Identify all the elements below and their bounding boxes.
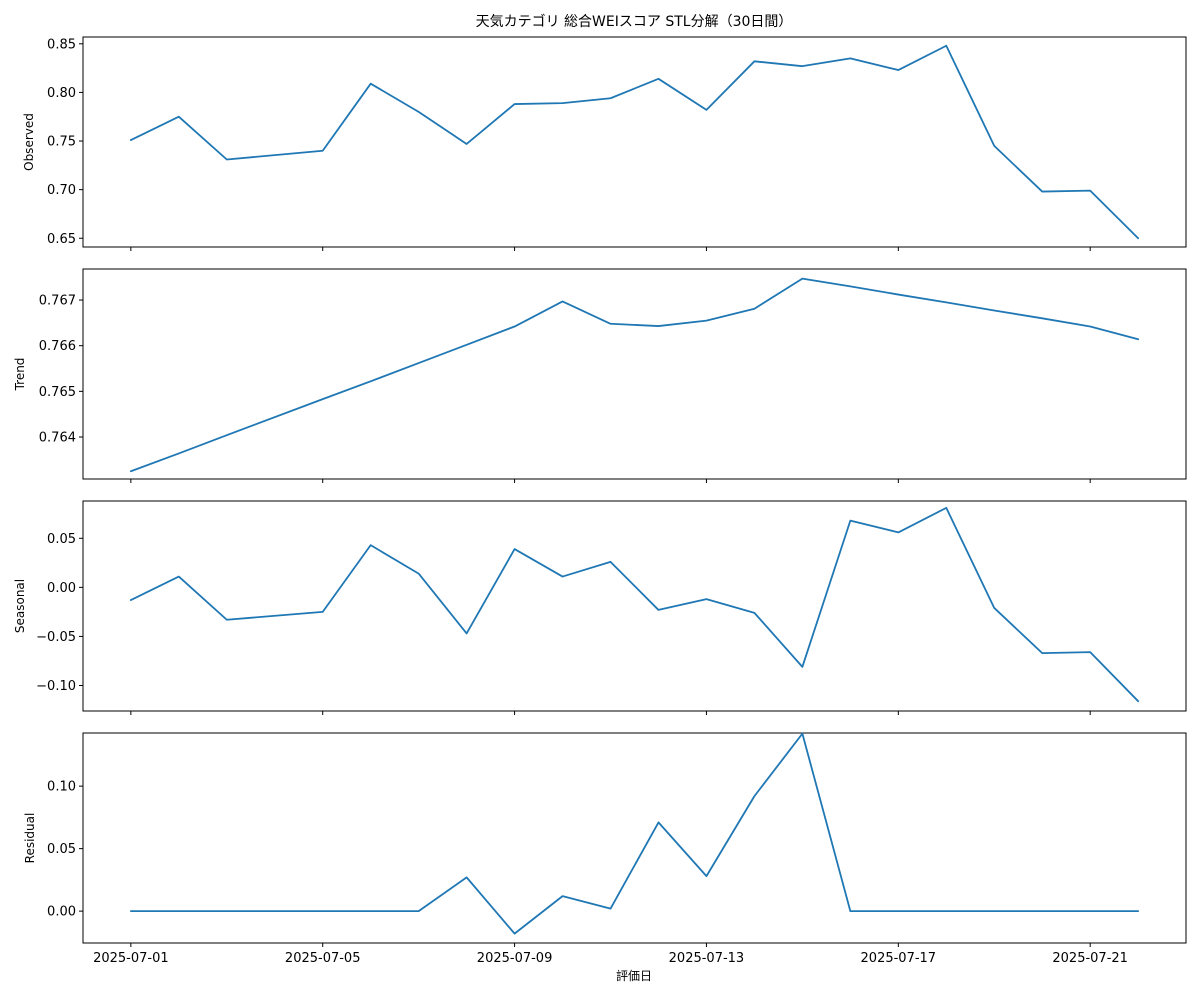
- y-tick-label: 0.65: [47, 232, 76, 247]
- y-tick-label: 0.10: [47, 780, 76, 795]
- y-tick-label: 0.764: [39, 431, 76, 446]
- y-tick-label: 0.70: [47, 183, 76, 198]
- y-axis-label: Seasonal: [13, 579, 27, 633]
- y-axis-label: Observed: [22, 113, 36, 171]
- series-line-seasonal: [129, 506, 1140, 703]
- y-tick-label: 0.75: [47, 135, 76, 150]
- panels-group: 0.650.700.750.800.85Observed0.7640.7650.…: [13, 36, 1187, 966]
- y-tick-label: 0.765: [39, 385, 76, 400]
- y-tick-label: 0.00: [47, 581, 76, 596]
- y-tick-label: 0.05: [47, 842, 76, 857]
- panel-frame: [82, 500, 1187, 712]
- series-line-observed: [129, 44, 1140, 240]
- y-tick-label: 0.00: [47, 905, 76, 920]
- x-tick-label: 2025-07-09: [477, 951, 553, 966]
- panel-seasonal: −0.10 −0.05 0.00 0.05 Seasonal: [13, 500, 1187, 715]
- y-tick-label: −0.10: [36, 679, 76, 694]
- y-axis-label: Residual: [23, 813, 37, 864]
- x-tick-label: 2025-07-13: [669, 951, 745, 966]
- x-tick-label: 2025-07-17: [861, 951, 937, 966]
- panel-trend: 0.764 0.765 0.766 0.767 Trend: [13, 268, 1187, 483]
- panel-frame: [82, 36, 1187, 248]
- panel-frame: [82, 732, 1187, 944]
- panel-observed: 0.65 0.70 0.75 0.80 0.85 Observed: [22, 36, 1187, 251]
- x-axis-label: 評価日: [616, 968, 652, 983]
- x-tick-label: 2025-07-05: [285, 951, 361, 966]
- y-tick-label: 0.05: [47, 532, 76, 547]
- y-tick-label: 0.85: [47, 37, 76, 52]
- y-tick-label: −0.05: [36, 630, 76, 645]
- y-tick-label: 0.80: [47, 86, 76, 101]
- x-tick-label: 2025-07-01: [93, 951, 169, 966]
- panel-frame: [82, 268, 1187, 480]
- panel-residual: 0.00 0.05 0.10 2025-07-01 2025-07-05 2025-07-…: [23, 732, 1187, 966]
- y-axis-label: Trend: [13, 358, 27, 392]
- series-line-residual: [129, 732, 1140, 935]
- series-line-trend: [129, 277, 1140, 473]
- y-tick-label: 0.766: [39, 339, 76, 354]
- chart-title: 天気カテゴリ 総合WEIスコア STL分解（30日間）: [476, 13, 793, 30]
- y-tick-label: 0.767: [39, 294, 76, 309]
- x-tick-label: 2025-07-21: [1052, 951, 1128, 966]
